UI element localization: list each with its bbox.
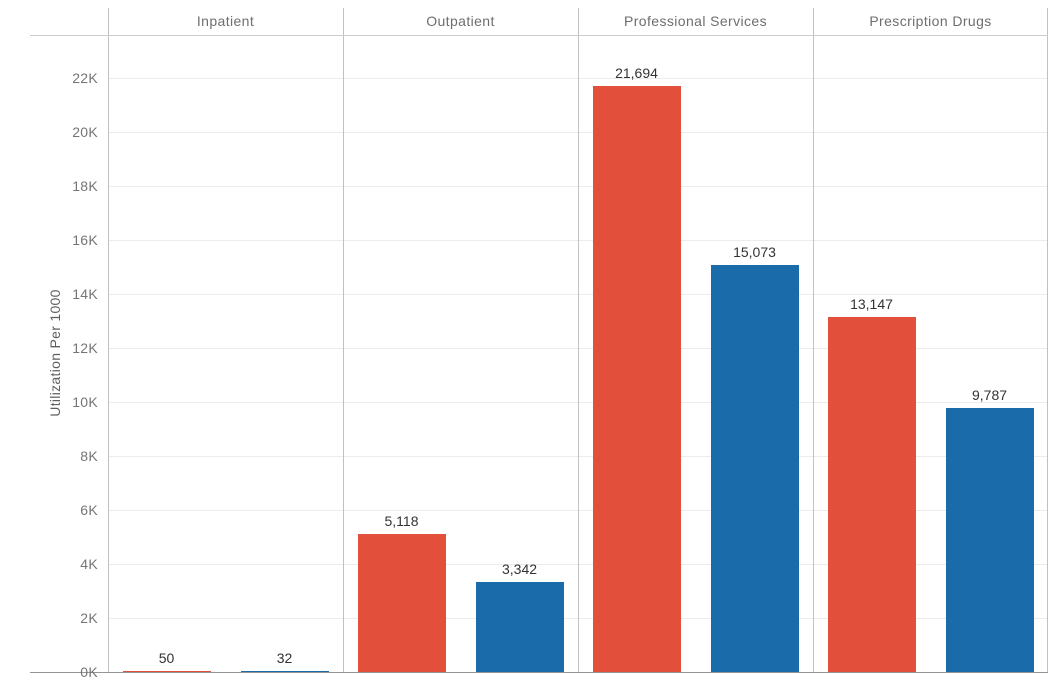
panel-header-prescription-drugs[interactable]: Prescription Drugs (869, 13, 992, 29)
y-tick-20k: 20K (72, 124, 98, 141)
y-tick-22k: 22K (72, 70, 98, 87)
bar-inpatient-blue[interactable] (240, 670, 329, 672)
bar-prescription-drugs-blue[interactable] (945, 407, 1034, 672)
y-tick-16k: 16K (72, 232, 98, 249)
y-tick-10k: 10K (72, 394, 98, 411)
bar-outpatient-red[interactable] (357, 533, 446, 672)
y-tick-0k: 0K (80, 664, 98, 680)
column-headers-row: Inpatient Outpatient Professional Services… (108, 0, 1048, 35)
bar-label-prescription-drugs-red: 13,147 (850, 296, 893, 313)
panel-divider (813, 8, 814, 672)
y-tick-8k: 8K (80, 448, 98, 465)
bar-outpatient-blue[interactable] (475, 581, 564, 672)
bar-label-inpatient-blue: 32 (276, 649, 293, 666)
bar-label-inpatient-red: 50 (158, 649, 175, 666)
panel-header-inpatient[interactable]: Inpatient (196, 13, 255, 29)
x-axis-line (30, 672, 1048, 673)
bar-label-professional-services-blue: 15,073 (733, 244, 776, 261)
panel-divider (343, 8, 344, 672)
bar-prescription-drugs-red[interactable] (827, 317, 916, 672)
bar-label-professional-services-red: 21,694 (615, 65, 658, 82)
y-tick-4k: 4K (80, 556, 98, 573)
panel-outpatient: 5,118 3,342 (343, 35, 578, 672)
y-tick-18k: 18K (72, 178, 98, 195)
panel-divider (1047, 8, 1048, 672)
header-bottom-border (30, 35, 1048, 36)
panel-divider (578, 8, 579, 672)
panel-professional-services: 21,694 15,073 (578, 35, 813, 672)
y-tick-14k: 14K (72, 286, 98, 303)
panel-header-professional-services[interactable]: Professional Services (623, 13, 767, 29)
bar-inpatient-red[interactable] (122, 670, 211, 672)
y-tick-12k: 12K (72, 340, 98, 357)
panel-header-outpatient[interactable]: Outpatient (426, 13, 495, 29)
y-tick-6k: 6K (80, 502, 98, 519)
panel-inpatient: 50 32 (108, 35, 343, 672)
panel-divider (108, 8, 109, 672)
bar-label-prescription-drugs-blue: 9,787 (971, 386, 1008, 403)
y-tick-2k: 2K (80, 610, 98, 627)
bar-professional-services-red[interactable] (592, 86, 681, 672)
bar-label-outpatient-red: 5,118 (384, 512, 419, 529)
panel-prescription-drugs: 13,147 9,787 (813, 35, 1048, 672)
bar-label-outpatient-blue: 3,342 (501, 560, 538, 577)
bar-professional-services-blue[interactable] (710, 265, 799, 672)
